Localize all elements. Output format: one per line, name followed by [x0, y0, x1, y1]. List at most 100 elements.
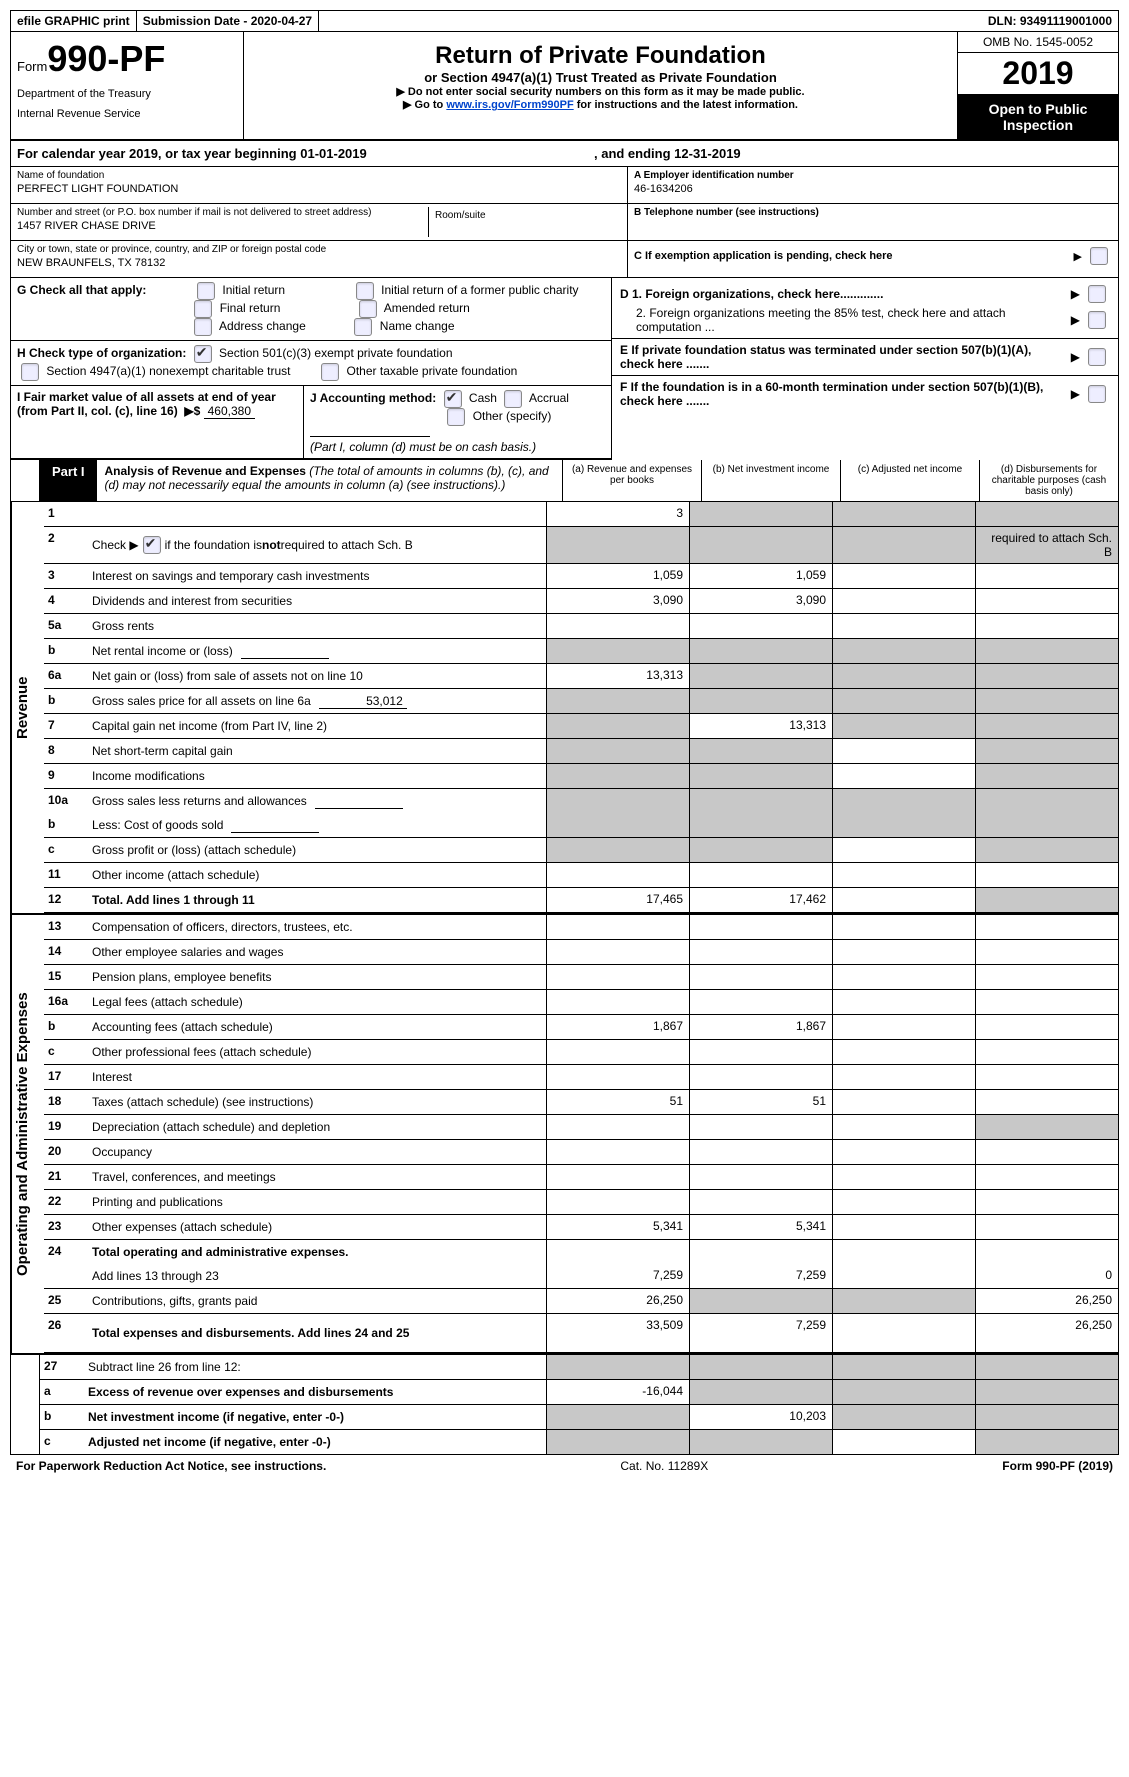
j-other-checkbox[interactable] — [447, 408, 465, 426]
cell-col-c — [832, 888, 975, 912]
line-number: 5a — [44, 614, 88, 638]
cell-col-b: 5,341 — [689, 1215, 832, 1239]
f-checkbox[interactable] — [1088, 385, 1106, 403]
inline-value — [315, 794, 403, 809]
cell-col-d — [975, 689, 1118, 713]
g-address-change-checkbox[interactable] — [194, 318, 212, 336]
f-label: F If the foundation is in a 60-month ter… — [620, 380, 1067, 408]
table-row: 22Printing and publications — [44, 1190, 1118, 1215]
cell-col-a — [546, 813, 689, 837]
tax-year: 2019 — [958, 53, 1118, 95]
table-row: 17Interest — [44, 1065, 1118, 1090]
cell-col-b — [689, 1430, 832, 1454]
cell-col-b — [689, 813, 832, 837]
cell-col-a — [546, 614, 689, 638]
dept-treasury: Department of the Treasury — [17, 88, 237, 100]
street-label: Number and street (or P.O. box number if… — [17, 207, 428, 218]
cell-col-b: 7,259 — [689, 1314, 832, 1352]
cell-col-d — [975, 838, 1118, 862]
page-footer: For Paperwork Reduction Act Notice, see … — [10, 1455, 1119, 1477]
cell-col-d — [975, 1405, 1118, 1429]
revenue-side-label: Revenue — [11, 502, 44, 913]
cell-col-c — [832, 527, 975, 563]
cell-col-d — [975, 1190, 1118, 1214]
table-row: bGross sales price for all assets on lin… — [44, 689, 1118, 714]
schb-checkbox[interactable] — [143, 536, 161, 554]
cell-col-a: 51 — [546, 1090, 689, 1114]
cell-col-c — [832, 1115, 975, 1139]
form-subtitle: or Section 4947(a)(1) Trust Treated as P… — [250, 70, 951, 85]
part1-header: Part I Analysis of Revenue and Expenses … — [11, 460, 1118, 502]
table-row: 13 — [44, 502, 1118, 527]
cell-col-c — [832, 1264, 975, 1288]
h-501c3-checkbox[interactable] — [194, 345, 212, 363]
h-4947-checkbox[interactable] — [21, 363, 39, 381]
h-other-taxable-checkbox[interactable] — [321, 363, 339, 381]
cell-col-d — [975, 1090, 1118, 1114]
line-description: Printing and publications — [88, 1190, 546, 1214]
cell-col-c — [832, 1405, 975, 1429]
irs-link[interactable]: www.irs.gov/Form990PF — [446, 99, 573, 111]
line-number: 7 — [44, 714, 88, 738]
cell-col-a — [546, 1115, 689, 1139]
cell-col-a: 1,867 — [546, 1015, 689, 1039]
line-description: Check ▶ if the foundation is not require… — [88, 527, 546, 563]
arrow-icon — [1070, 250, 1086, 263]
j-other: Other (specify) — [473, 409, 552, 423]
form-header: Form990-PF Department of the Treasury In… — [11, 32, 1118, 141]
line-description: Interest on savings and temporary cash i… — [88, 564, 546, 588]
g-name-change-checkbox[interactable] — [354, 318, 372, 336]
g-amended-checkbox[interactable] — [359, 300, 377, 318]
line-description: Net investment income (if negative, ente… — [84, 1405, 546, 1429]
col-b-header: (b) Net investment income — [701, 460, 840, 501]
phone-label: B Telephone number (see instructions) — [634, 207, 1112, 218]
paperwork-notice: For Paperwork Reduction Act Notice, see … — [16, 1459, 326, 1473]
h-opt1: Section 501(c)(3) exempt private foundat… — [219, 346, 452, 360]
entity-info: Name of foundation PERFECT LIGHT FOUNDAT… — [11, 167, 1118, 278]
top-bar: efile GRAPHIC print Submission Date - 20… — [11, 11, 1118, 32]
table-row: bNet rental income or (loss) — [44, 639, 1118, 664]
goto-line: ▶ Go to www.irs.gov/Form990PF for instru… — [250, 98, 951, 111]
header-center: Return of Private Foundation or Section … — [244, 32, 957, 139]
cell-col-b — [689, 1240, 832, 1264]
line-number: 4 — [44, 589, 88, 613]
line-number: 15 — [44, 965, 88, 989]
d1-checkbox[interactable] — [1088, 285, 1106, 303]
i-arrow: ▶$ — [184, 404, 200, 418]
cell-col-a — [546, 1240, 689, 1264]
cell-col-a: -16,044 — [546, 1380, 689, 1404]
d1-row: D 1. Foreign organizations, check here..… — [620, 285, 1110, 303]
j-accrual-checkbox[interactable] — [504, 390, 522, 408]
g-initial-return-checkbox[interactable] — [197, 282, 215, 300]
cell-col-a — [546, 838, 689, 862]
line-number: 18 — [44, 1090, 88, 1114]
revenue-section: Revenue 132Check ▶ if the foundation is … — [11, 502, 1118, 913]
g-final-return-checkbox[interactable] — [194, 300, 212, 318]
cell-col-d — [975, 813, 1118, 837]
table-row: 6aNet gain or (loss) from sale of assets… — [44, 664, 1118, 689]
j-cash-checkbox[interactable] — [444, 390, 462, 408]
table-row: 11Other income (attach schedule) — [44, 863, 1118, 888]
cell-col-c — [832, 1314, 975, 1352]
line-number: b — [44, 689, 88, 713]
line-description: Gross sales less returns and allowances — [88, 789, 546, 813]
line-description: Excess of revenue over expenses and disb… — [84, 1380, 546, 1404]
cell-col-b: 1,059 — [689, 564, 832, 588]
c-checkbox[interactable] — [1090, 247, 1108, 265]
d2-label: 2. Foreign organizations meeting the 85%… — [620, 306, 1067, 334]
line-description: Travel, conferences, and meetings — [88, 1165, 546, 1189]
cell-col-c — [832, 789, 975, 813]
arrow-icon — [1067, 287, 1084, 301]
d2-checkbox[interactable] — [1088, 311, 1106, 329]
g-initial-former-checkbox[interactable] — [356, 282, 374, 300]
line-description: Less: Cost of goods sold — [88, 813, 546, 837]
e-checkbox[interactable] — [1088, 348, 1106, 366]
expenses-side-label: Operating and Administrative Expenses — [11, 915, 44, 1353]
cell-col-d: 26,250 — [975, 1314, 1118, 1352]
cell-col-b — [689, 1190, 832, 1214]
cell-col-c — [832, 664, 975, 688]
part1-desc: Analysis of Revenue and Expenses (The to… — [97, 460, 562, 501]
g-opt3: Final return — [220, 301, 281, 315]
table-row: cAdjusted net income (if negative, enter… — [40, 1430, 1118, 1454]
line27-rows: 27Subtract line 26 from line 12:aExcess … — [40, 1355, 1118, 1454]
